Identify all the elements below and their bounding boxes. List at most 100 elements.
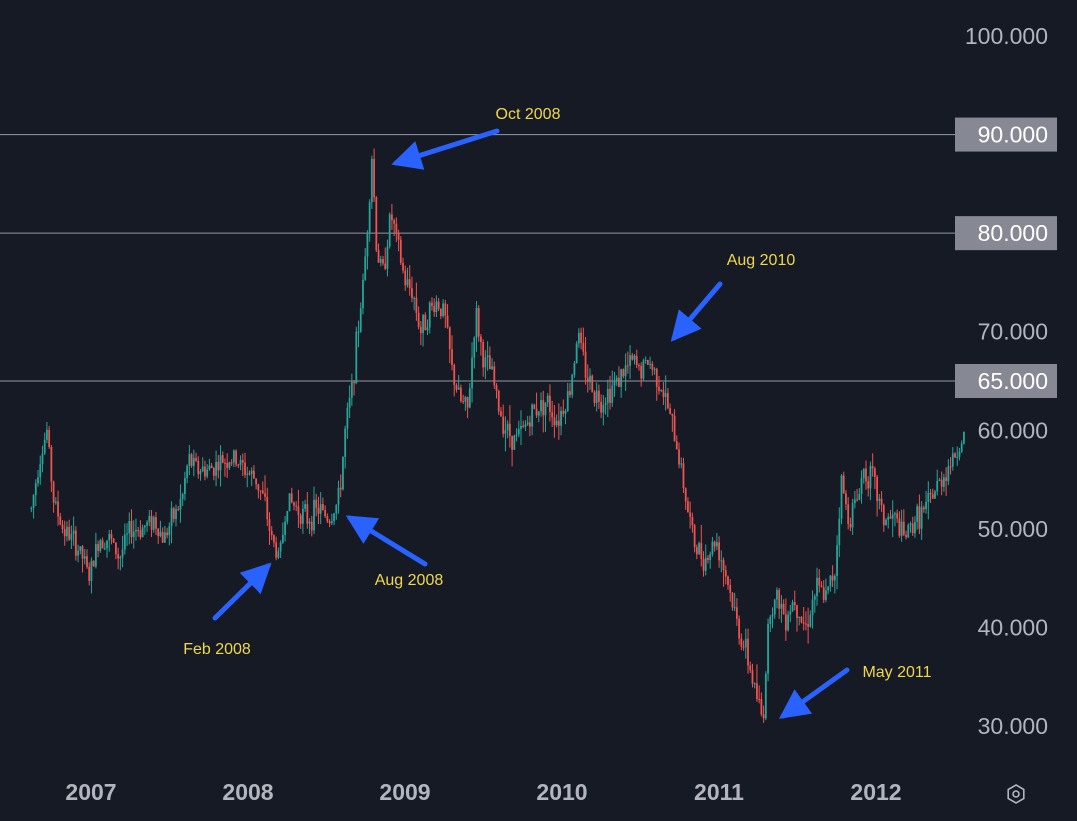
candle-body bbox=[655, 368, 658, 387]
candle-body bbox=[128, 520, 131, 534]
candle-body bbox=[784, 614, 787, 631]
candle-body bbox=[68, 526, 71, 540]
candle-body bbox=[179, 499, 182, 510]
candle-body bbox=[682, 463, 685, 489]
candlestick-series bbox=[30, 148, 965, 723]
candle-body bbox=[439, 308, 442, 317]
candle-body bbox=[727, 576, 729, 586]
annotation-arrow[interactable] bbox=[778, 667, 850, 719]
candle-body bbox=[273, 535, 275, 543]
candle-body bbox=[357, 331, 360, 333]
candle-body bbox=[230, 462, 233, 464]
annotation-label[interactable]: Feb 2008 bbox=[183, 641, 251, 658]
candle-body bbox=[651, 363, 654, 370]
candle-body bbox=[330, 521, 333, 524]
candle-body bbox=[735, 607, 738, 619]
candle-body bbox=[353, 381, 355, 384]
candle-body bbox=[825, 590, 827, 600]
candle-body bbox=[564, 410, 567, 414]
candle-body bbox=[753, 683, 756, 685]
candle-body bbox=[898, 518, 901, 536]
candle-body bbox=[887, 516, 890, 520]
candle-body bbox=[475, 307, 478, 338]
candle-body bbox=[773, 599, 776, 615]
annotation-label[interactable]: Oct 2008 bbox=[496, 106, 561, 123]
candle-body bbox=[442, 303, 444, 317]
candle-body bbox=[907, 524, 910, 538]
candle-body bbox=[155, 517, 157, 529]
candle-body bbox=[582, 342, 585, 352]
annotation-label[interactable]: Aug 2008 bbox=[375, 572, 444, 589]
candle-body bbox=[586, 377, 589, 382]
y-tick-label: 100.000 bbox=[965, 23, 1048, 49]
candle-body bbox=[379, 259, 382, 263]
candle-body bbox=[664, 393, 667, 397]
annotation-label[interactable]: May 2011 bbox=[862, 664, 931, 681]
candle-body bbox=[787, 614, 789, 631]
candle-body bbox=[210, 465, 213, 469]
candle-body bbox=[860, 478, 863, 495]
candle-body bbox=[224, 462, 226, 464]
candle-body bbox=[951, 453, 954, 467]
candle-body bbox=[791, 602, 794, 612]
candle-body bbox=[776, 589, 778, 600]
candle-body bbox=[466, 397, 469, 408]
candle-body bbox=[301, 508, 304, 524]
annotation-label[interactable]: Aug 2010 bbox=[727, 252, 796, 269]
candle-body bbox=[722, 560, 725, 570]
candle-body bbox=[370, 158, 373, 203]
candle-body bbox=[81, 546, 84, 559]
x-tick-label: 2009 bbox=[379, 779, 430, 805]
candle-body bbox=[310, 521, 313, 531]
candle-body bbox=[148, 515, 151, 523]
candle-body bbox=[175, 509, 177, 519]
candle-body bbox=[431, 302, 433, 306]
candle-body bbox=[195, 458, 197, 461]
annotation-arrow[interactable] bbox=[391, 128, 500, 170]
candle-body bbox=[241, 460, 244, 463]
candle-body bbox=[540, 400, 542, 412]
candle-body bbox=[393, 220, 396, 224]
candle-body bbox=[849, 524, 852, 528]
candle-body bbox=[718, 542, 720, 561]
candle-body bbox=[319, 504, 322, 514]
candle-body bbox=[324, 509, 327, 517]
candle-body bbox=[79, 546, 82, 551]
candle-body bbox=[546, 395, 549, 403]
candle-body bbox=[526, 422, 529, 425]
candle-body bbox=[720, 560, 723, 562]
annotation-arrow[interactable] bbox=[212, 562, 272, 621]
candle-body bbox=[103, 548, 106, 550]
candle-body bbox=[675, 441, 678, 450]
candle-body bbox=[270, 530, 273, 536]
candle-body bbox=[181, 494, 184, 500]
candle-body bbox=[764, 673, 767, 719]
candle-body bbox=[738, 618, 741, 639]
settings-gear-icon[interactable] bbox=[1004, 782, 1028, 806]
candle-body bbox=[822, 587, 825, 600]
candle-body bbox=[934, 491, 936, 499]
candle-body bbox=[662, 390, 665, 397]
annotation-arrow[interactable] bbox=[345, 515, 428, 567]
candle-body bbox=[802, 622, 805, 624]
candle-body bbox=[644, 359, 647, 361]
candle-body bbox=[756, 683, 758, 699]
candle-body bbox=[724, 569, 727, 577]
annotation-arrow[interactable] bbox=[670, 281, 723, 342]
candle-body bbox=[359, 308, 362, 332]
candle-body bbox=[878, 498, 881, 501]
candle-body bbox=[433, 305, 436, 313]
candle-body bbox=[589, 375, 591, 382]
candle-body bbox=[132, 531, 135, 538]
candle-body bbox=[535, 408, 538, 416]
candle-body bbox=[816, 577, 818, 597]
x-tick-label: 2008 bbox=[222, 779, 273, 805]
candle-body bbox=[268, 519, 271, 531]
candle-body bbox=[593, 392, 596, 403]
candle-body bbox=[226, 462, 229, 468]
candle-body bbox=[502, 416, 505, 434]
candle-body bbox=[624, 365, 627, 377]
candle-body bbox=[584, 351, 587, 378]
